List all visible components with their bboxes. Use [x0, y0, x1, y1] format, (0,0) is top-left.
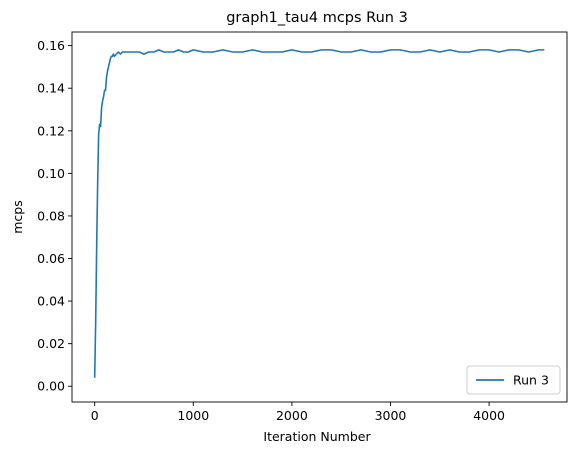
- series-line-run-3: [93, 49, 545, 378]
- y-tick-label: 0.00: [37, 379, 65, 394]
- plot-frame: [71, 31, 568, 403]
- x-tick-label: 0: [91, 408, 99, 423]
- legend-label-run-3: Run 3: [513, 373, 549, 388]
- y-tick-label: 0.04: [37, 294, 65, 309]
- y-tick-label: 0.06: [37, 251, 65, 266]
- x-axis-label: Iteration Number: [263, 429, 371, 444]
- chart-title: graph1_tau4 mcps Run 3: [226, 10, 408, 26]
- x-tick-label: 3000: [375, 408, 407, 423]
- legend-box: [466, 365, 561, 395]
- y-tick-label: 0.12: [37, 123, 65, 138]
- x-tick-label: 4000: [473, 408, 505, 423]
- y-tick-label: 0.10: [37, 166, 65, 181]
- x-axis-ticks: 0 1000 2000 3000 4000: [91, 402, 505, 423]
- x-tick-label: 2000: [276, 408, 308, 423]
- y-axis-ticks: 0.00 0.02 0.04 0.06 0.08 0.10 0.12 0.14 0.16: [37, 38, 72, 394]
- y-axis-label: mcps: [10, 200, 25, 234]
- legend: Run 3: [466, 365, 561, 395]
- y-tick-label: 0.16: [37, 38, 65, 53]
- y-tick-label: 0.14: [37, 81, 65, 96]
- x-tick-label: 1000: [177, 408, 209, 423]
- y-tick-label: 0.08: [37, 208, 65, 223]
- y-tick-label: 0.02: [37, 336, 65, 351]
